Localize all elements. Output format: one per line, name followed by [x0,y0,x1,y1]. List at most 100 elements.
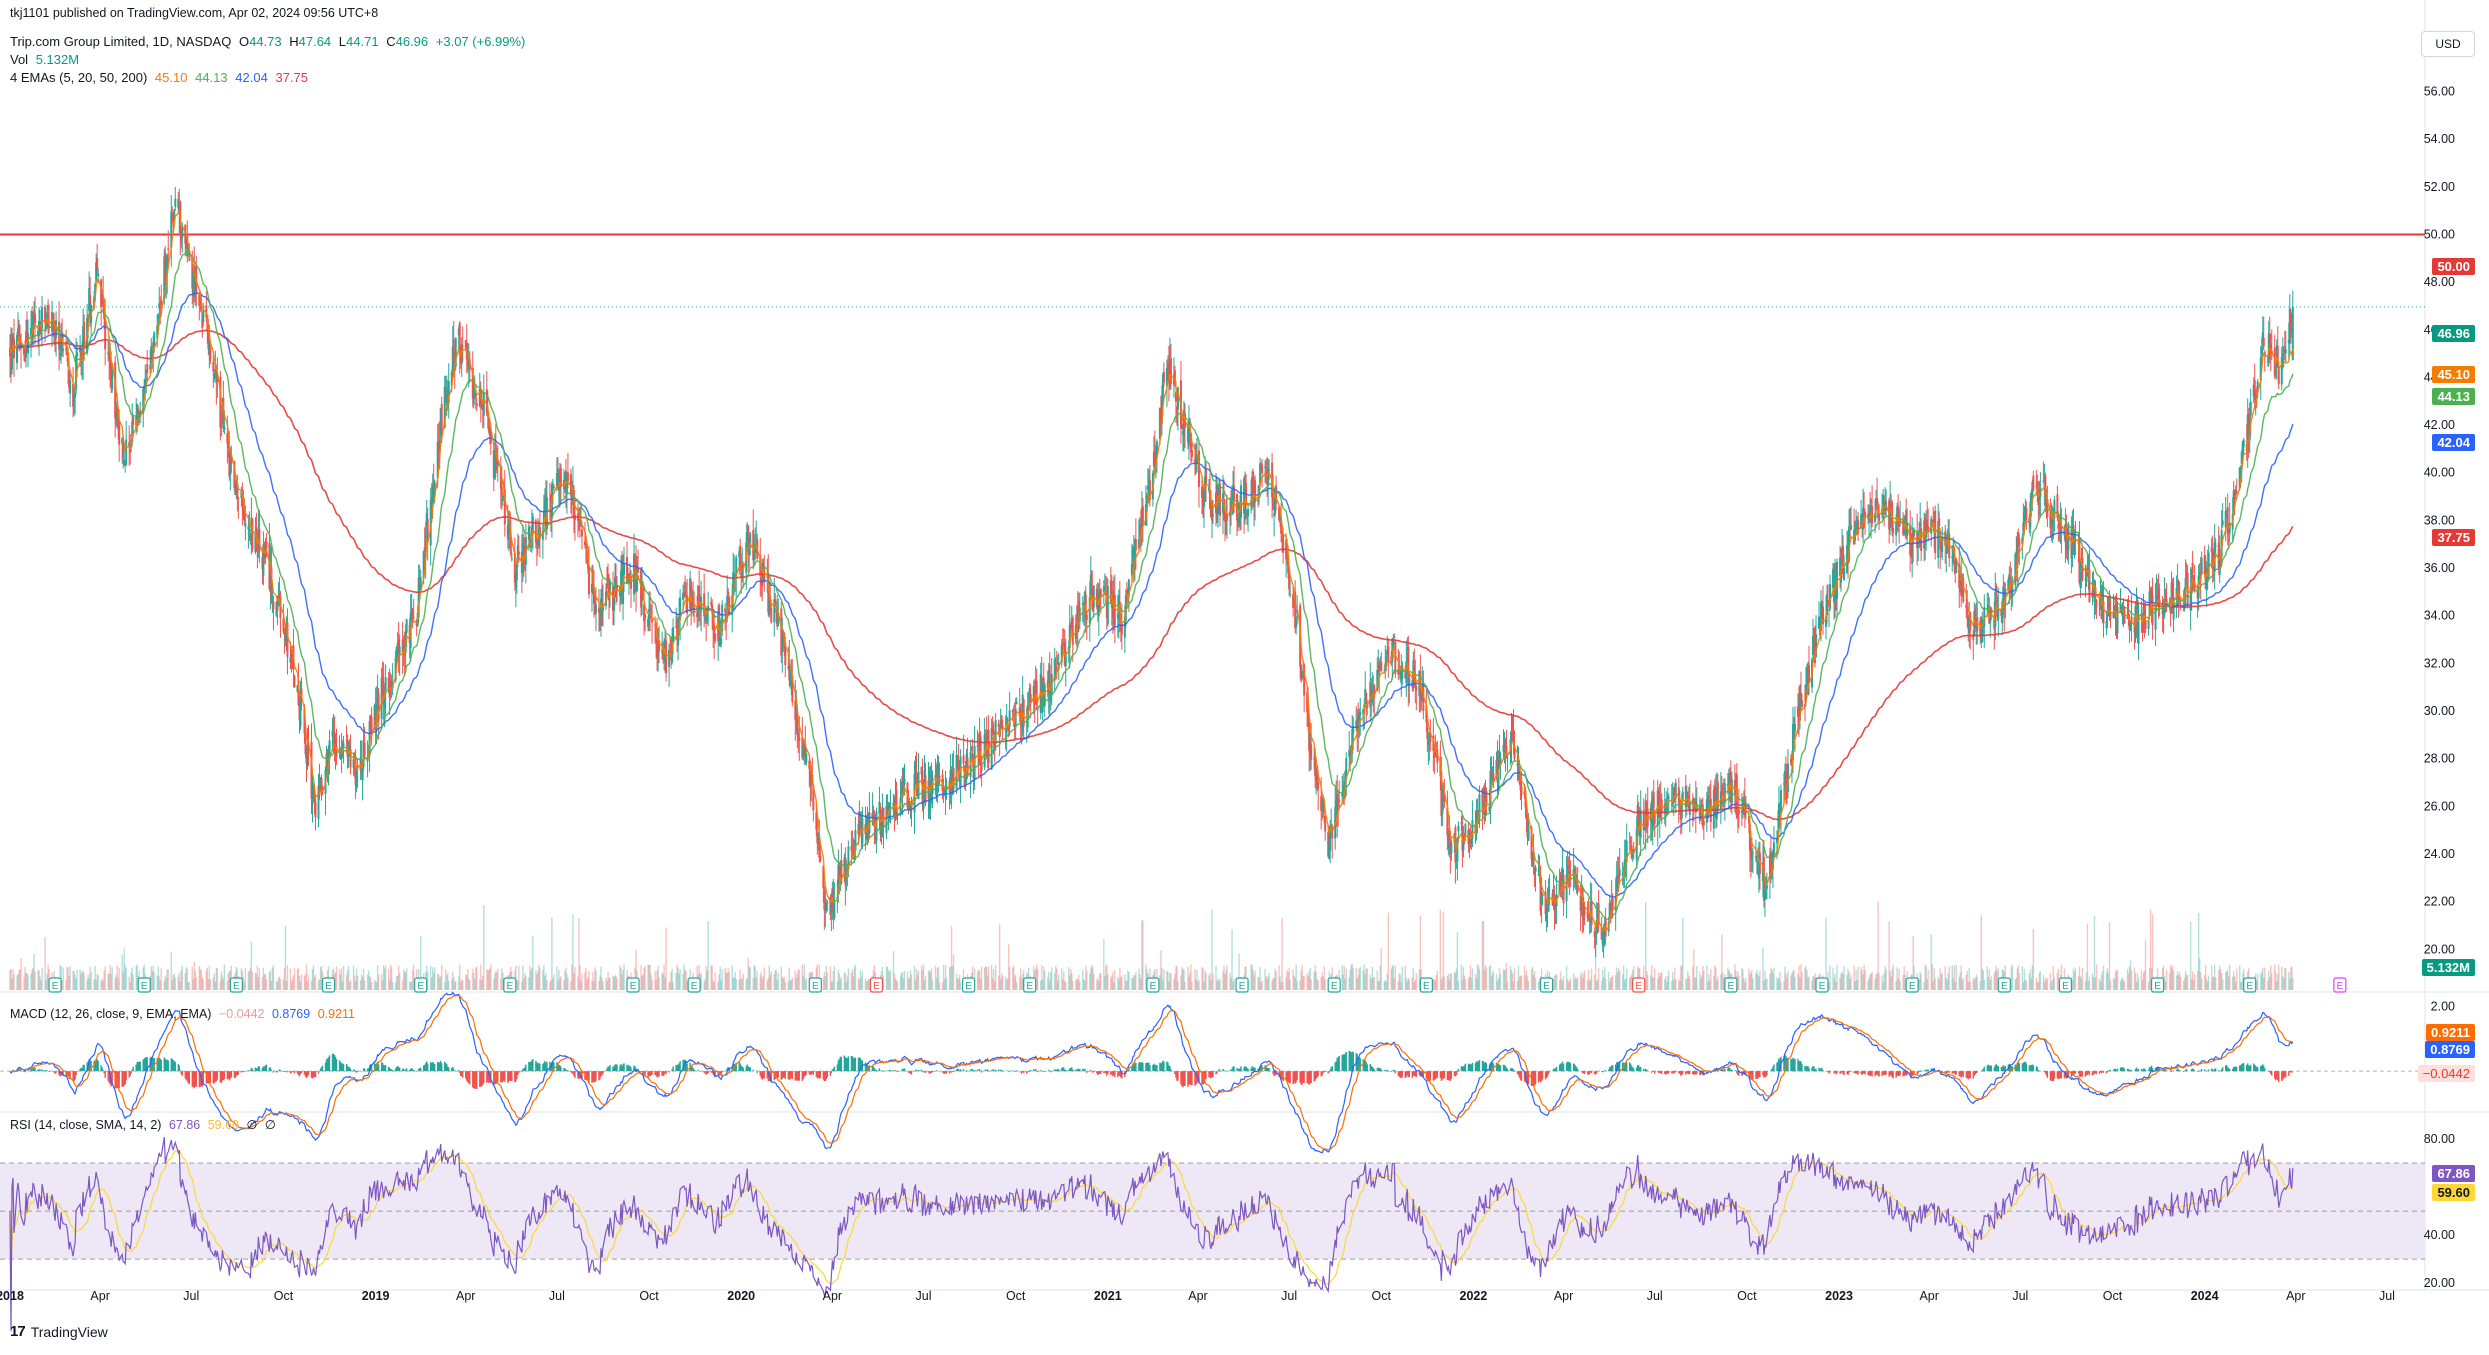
candle-body [223,427,225,430]
volume-bar [1878,973,1879,990]
volume-bar [1864,970,1865,990]
candle-body [1310,744,1312,759]
volume-bar [182,966,183,990]
volume-bar [2201,979,2202,990]
candle-body [720,638,722,644]
candle-body [272,601,274,610]
volume-bar [1317,980,1318,990]
candle-body [1521,786,1523,796]
y-tick-label: 54.00 [2424,132,2455,146]
macd-hist-bar [34,1068,35,1071]
candle-body [819,856,821,861]
candle-body [1380,662,1382,671]
candle-body [798,737,800,741]
volume-bar [1556,974,1557,990]
volume-bar [62,967,63,990]
candle-body [2145,622,2147,629]
volume-bar [1759,971,1760,990]
volume-bar [1261,980,1262,990]
earnings-marker-label: E [1423,981,1430,992]
y-tick-label: 24.00 [2424,847,2455,861]
volume-bar [553,975,554,990]
candle-body [212,362,214,372]
volume-bar [1402,967,1403,990]
volume-bar [2166,970,2167,990]
volume-bar [1451,973,1452,990]
volume-bar [1465,979,1466,990]
earnings-marker-label: E [2062,981,2069,992]
volume-bar [1850,975,1851,990]
volume-bar [2087,924,2088,990]
candle-body [963,755,965,763]
volume-bar [1282,981,1283,990]
volume-bar [1963,978,1964,990]
candle-body [237,498,239,499]
volume-bar [2110,981,2111,990]
volume-bar [1281,918,1282,990]
volume-bar [1388,913,1389,990]
candle-body [1584,909,1586,915]
y-tick-label: 26.00 [2424,799,2455,813]
y-tick-label: 30.00 [2424,704,2455,718]
volume-bar [567,978,568,990]
candle-body [1268,470,1270,471]
candle-body [1938,518,1940,526]
candle-body [1682,792,1684,800]
candle-body [1528,826,1530,840]
volume-bar [196,977,197,990]
earnings-marker-label: E [630,981,637,992]
volume-bar [133,975,134,990]
volume-bar [168,969,169,990]
candle-body [462,346,464,347]
volume-bar [161,968,162,990]
earnings-marker-label: E [1635,981,1642,992]
volume-bar [1360,967,1361,990]
candle-body [476,403,478,406]
volume-bar [2292,977,2293,990]
volume-bar [707,921,708,990]
volume-bar [1801,972,1802,990]
candle-body [1457,826,1459,831]
candle-body [1324,816,1326,832]
volume-bar [2215,977,2216,990]
volume-bar [1072,981,1073,990]
candle-body [2032,476,2034,491]
volume-bar [1324,979,1325,990]
candle-body [1668,797,1670,798]
volume-bar [2278,965,2279,990]
volume-bar [714,973,715,990]
volume-bar [1395,965,1396,990]
volume-bar [1570,978,1571,990]
candle-body [1752,852,1754,853]
volume-bar [1528,981,1529,990]
earnings-marker-label: E [506,981,513,992]
volume-bar [2257,974,2258,990]
candle-body [1247,509,1249,516]
volume-bar [111,967,112,990]
volume-bar [399,973,400,990]
volume-bar [1170,973,1171,990]
volume-bar [981,966,982,990]
candle-body [2095,600,2097,607]
volume-bar [771,972,772,990]
candle-body [248,530,250,531]
volume-bar [588,971,589,990]
candle-body [62,349,64,351]
volume-bar [2026,981,2027,990]
earnings-marker-label: E [1728,981,1735,992]
volume-bar [1289,979,1290,990]
volume-bar [2222,979,2223,990]
volume-bar [1121,975,1122,990]
volume-bar [2047,978,2048,990]
candle-body [1800,693,1802,694]
volume-bar [1254,971,1255,990]
candle-body [714,634,716,641]
volume-bar [285,926,286,990]
volume-bar [1598,968,1599,990]
earnings-marker-label: E [1819,981,1826,992]
volume-bar [1444,977,1445,990]
volume-bar [518,966,519,990]
volume-bar [1191,982,1192,990]
